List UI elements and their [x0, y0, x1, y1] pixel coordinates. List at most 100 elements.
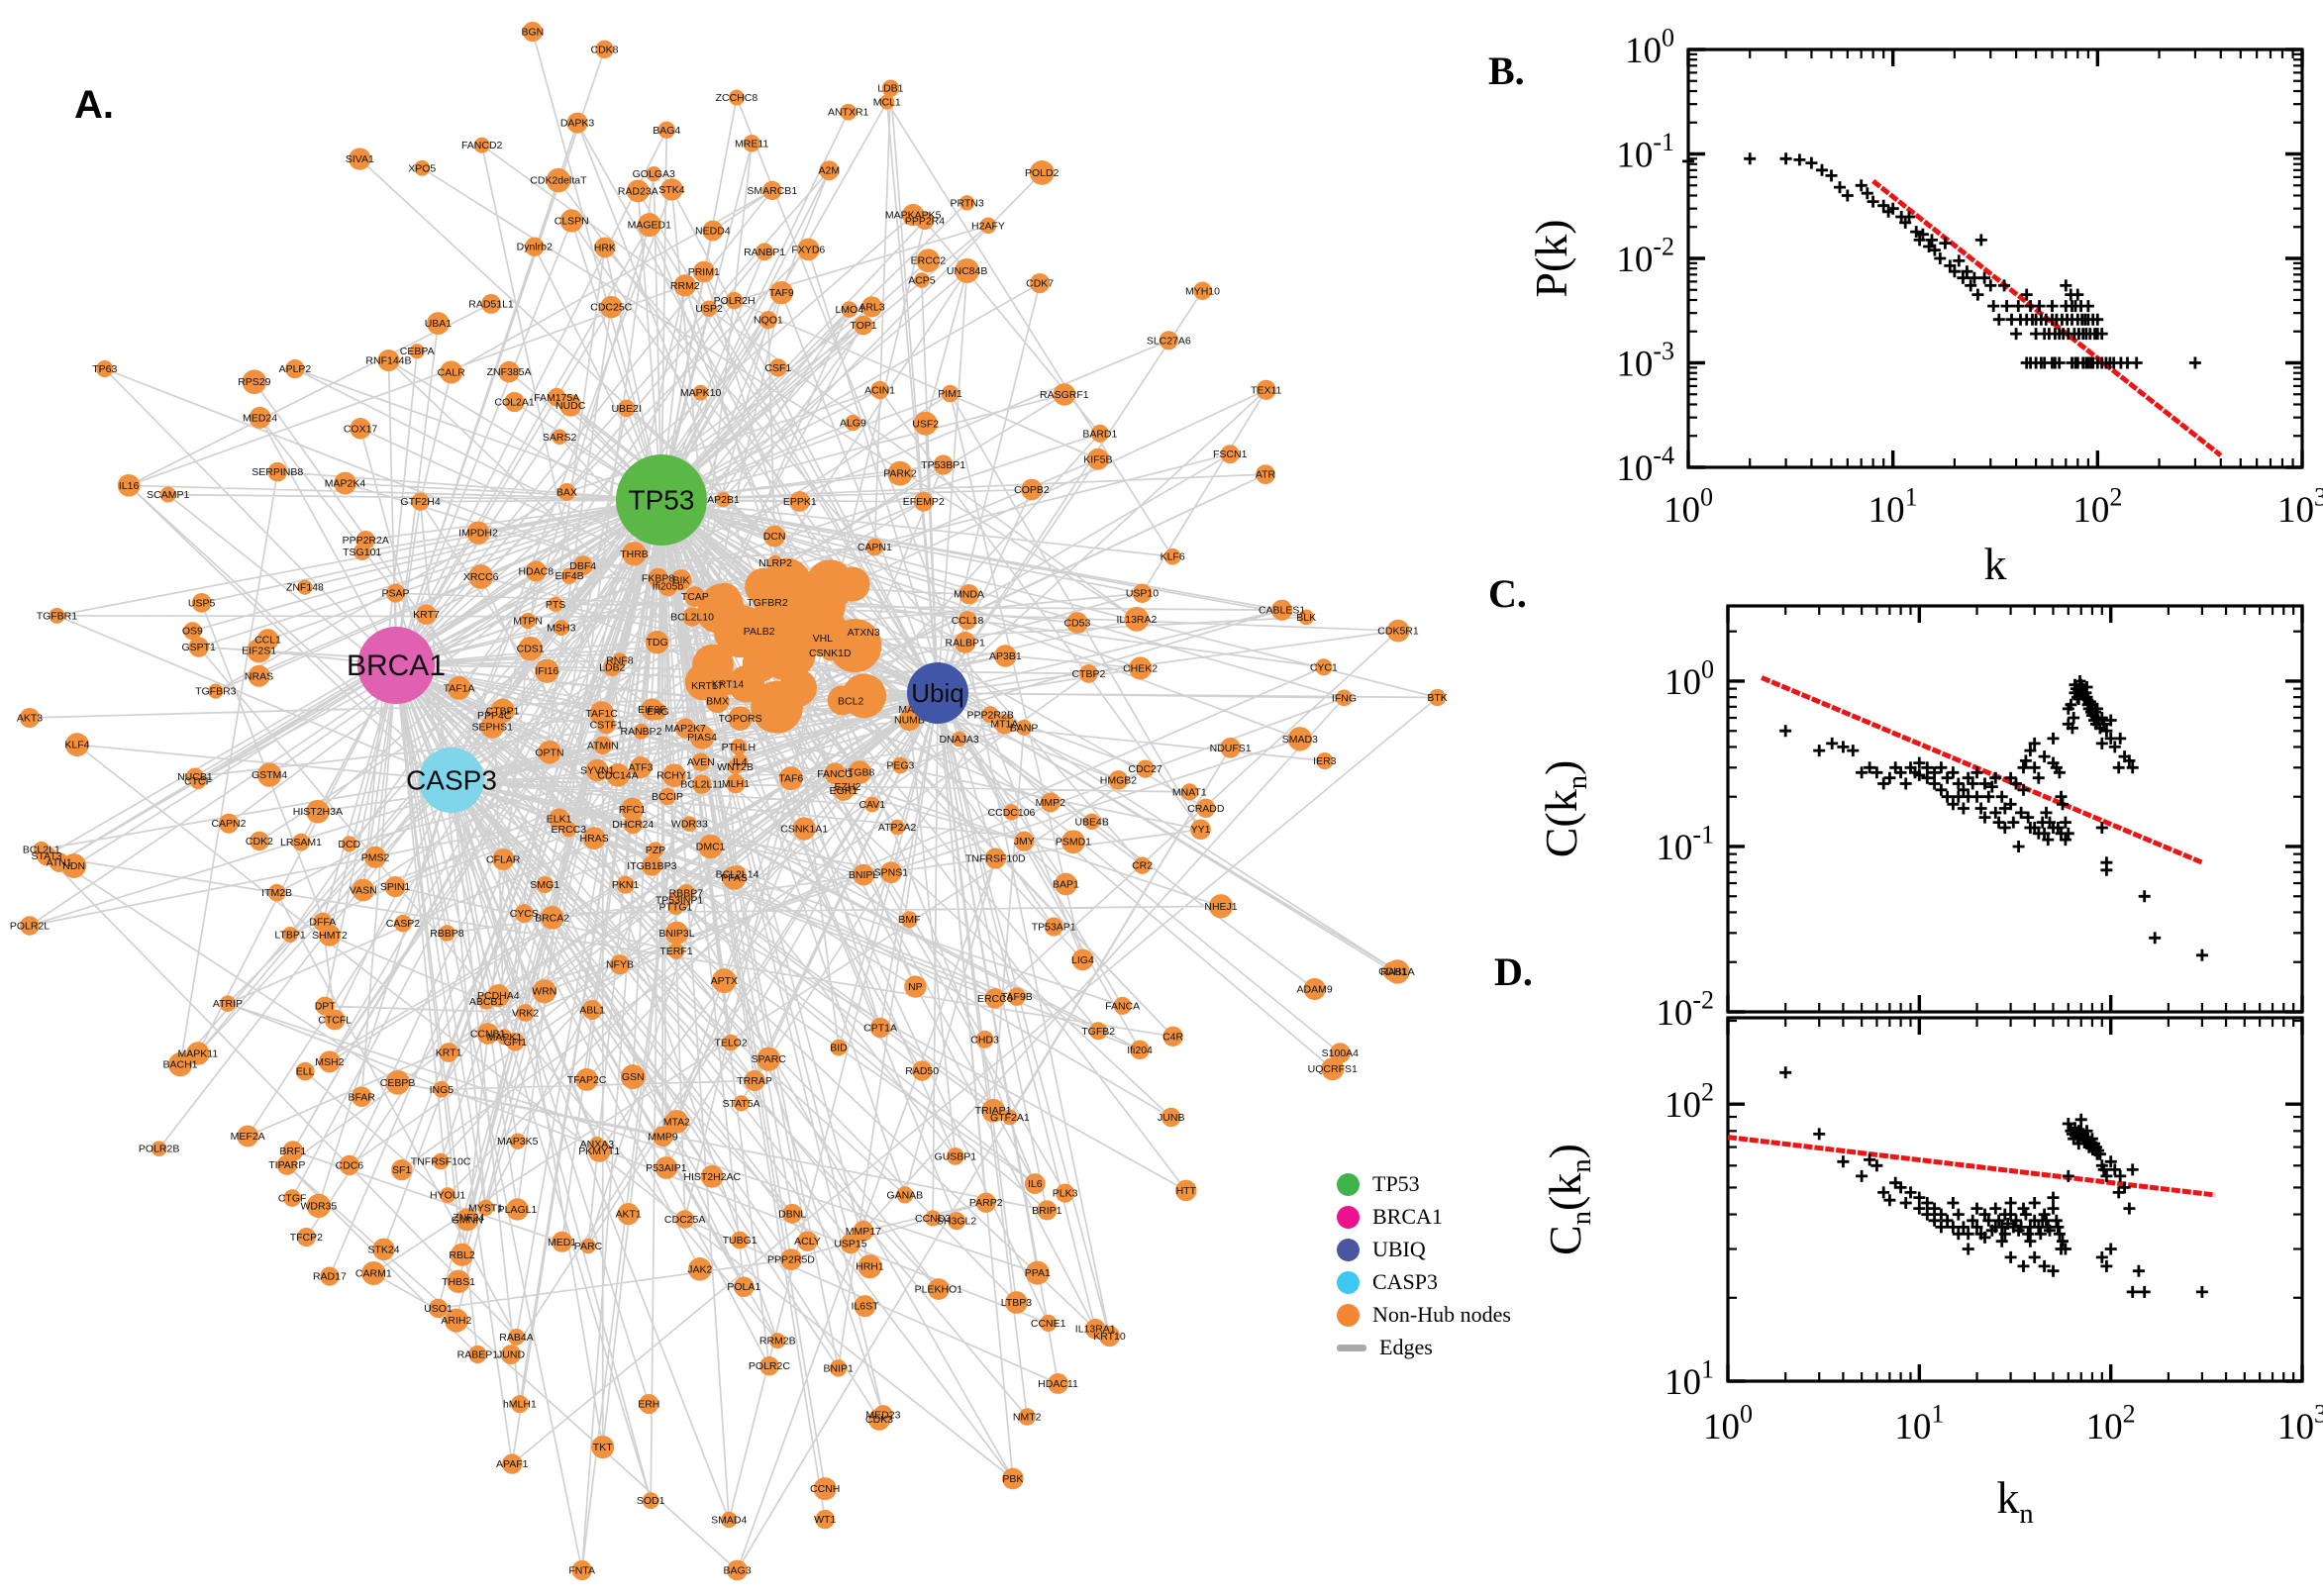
nonhub-dot-icon	[1337, 1303, 1360, 1327]
node-label: DPT	[315, 1001, 337, 1013]
network-node	[96, 359, 114, 378]
legend-item-casp3: CASP3	[1337, 1269, 1511, 1294]
node-label: ATRIP	[213, 998, 243, 1010]
network-node	[473, 137, 490, 153]
node-label: TAF6	[778, 773, 803, 785]
network-node	[591, 1436, 615, 1459]
node-label: RNF8	[606, 655, 634, 667]
node-label: MYST1	[468, 1202, 503, 1214]
network-node	[717, 673, 739, 695]
network-node	[440, 1187, 456, 1204]
network-node	[815, 1509, 835, 1530]
node-label: GTF2A1	[990, 1112, 1030, 1124]
svg-text:102: 102	[2086, 1399, 2136, 1447]
node-label: PKMYT1	[578, 1146, 620, 1157]
node-label: RBBP7	[669, 888, 704, 900]
node-label: CDK3	[865, 1414, 893, 1426]
node-label: CEBPB	[380, 1077, 416, 1089]
network-node	[477, 993, 495, 1010]
node-label: XRCC6	[463, 571, 499, 583]
network-node	[731, 753, 749, 770]
node-label: FANCA	[1105, 1000, 1140, 1012]
network-node	[351, 1086, 372, 1108]
svg-text:10-2: 10-2	[1616, 232, 1674, 280]
node-label: CTCFL	[318, 1015, 352, 1027]
network-node	[540, 905, 564, 930]
node-label: SLC27A6	[1147, 335, 1191, 347]
network-node	[1193, 281, 1212, 301]
node-label: MED24	[243, 412, 277, 424]
network-node	[559, 209, 583, 233]
node-label: OPTN	[535, 747, 563, 758]
node-label: RAD23A	[618, 185, 658, 197]
node-label: C4R	[1162, 1031, 1183, 1043]
network-node	[477, 1199, 494, 1216]
chart-frame	[1726, 1016, 2304, 1383]
node-label: ADAM9	[1297, 983, 1333, 995]
node-label: TP63	[92, 363, 117, 375]
network-node	[829, 1359, 848, 1377]
network-node	[626, 179, 650, 203]
network-node	[762, 180, 782, 201]
node-label: WDR35	[300, 1200, 337, 1212]
network-node	[548, 596, 563, 612]
network-node	[167, 1052, 193, 1077]
node-label: SMARCB1	[747, 185, 797, 197]
node-label: PTTG1	[659, 902, 693, 914]
node-label: BMX	[706, 696, 729, 708]
node-label: CR2	[1132, 860, 1153, 872]
node-label: ITGB8	[845, 767, 875, 779]
network-node	[349, 148, 371, 170]
network-node	[782, 1203, 803, 1224]
network-node	[320, 1266, 340, 1286]
network-node	[1428, 688, 1447, 707]
network-node	[447, 1269, 470, 1294]
network-node	[668, 889, 690, 911]
node-label: DFFA	[309, 917, 336, 929]
node-label: RAD50	[905, 1065, 939, 1077]
network-node	[572, 555, 593, 576]
svg-text:101: 101	[1665, 1354, 1714, 1403]
svg-text:102: 102	[1665, 1078, 1714, 1127]
node-label: CDK5R1	[1377, 626, 1419, 638]
node-label: RABEP1	[457, 1348, 499, 1360]
brca1-dot-icon	[1337, 1205, 1360, 1229]
network-node	[870, 380, 889, 400]
node-label: BAG3	[724, 1565, 752, 1577]
node-label: MAP2K4	[325, 478, 366, 490]
network-node	[549, 808, 570, 830]
network-node	[726, 773, 746, 794]
network-node	[318, 1050, 341, 1073]
network-node	[652, 1126, 673, 1147]
node-label: LRSAM1	[280, 837, 322, 848]
node-label: HRK	[594, 242, 616, 253]
network-node	[682, 607, 702, 627]
network-node	[1016, 719, 1033, 736]
node-label: P53AIP1	[646, 1162, 687, 1174]
network-node	[984, 848, 1006, 869]
node-label: HYOU1	[430, 1190, 465, 1202]
panel-label-d: D.	[1494, 949, 1533, 994]
network-node	[629, 756, 653, 779]
network-node	[959, 584, 979, 605]
node-label: ANXA3	[580, 1139, 615, 1150]
node-label: THRB	[620, 549, 649, 560]
chart-b-points	[1682, 152, 2201, 369]
node-label: USF2	[912, 418, 939, 430]
node-label: BACH1	[163, 1059, 198, 1071]
network-node	[813, 628, 833, 648]
node-label: FNTA	[568, 1565, 595, 1577]
node-label: NEDD4	[695, 226, 731, 238]
network-node	[749, 620, 770, 642]
network-node	[797, 1231, 818, 1251]
network-node	[647, 842, 664, 858]
network-node	[1113, 996, 1132, 1015]
node-label: ERCC6	[977, 993, 1013, 1005]
node-label: UBA1	[425, 318, 453, 330]
node-label: SOD1	[637, 1495, 665, 1507]
node-label: CDK7	[1026, 278, 1054, 290]
network-node	[444, 1308, 468, 1333]
network-node	[841, 691, 860, 711]
network-node	[1316, 751, 1334, 770]
network-nodes	[19, 21, 1447, 1581]
